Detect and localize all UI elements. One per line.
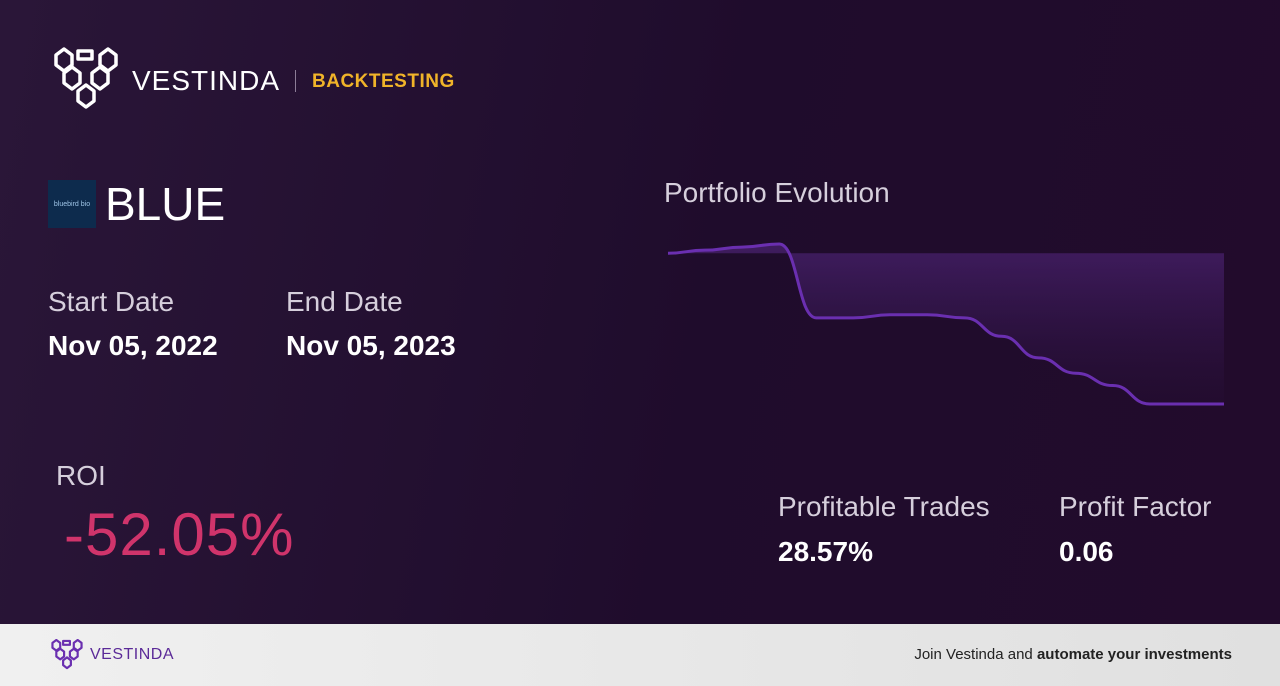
chart-area-fill: [668, 244, 1224, 404]
brand-header: VESTINDA BACKTESTING: [48, 47, 454, 113]
roi-value: -52.05%: [64, 501, 295, 568]
asset-symbol: BLUE: [105, 178, 226, 230]
vestinda-logo-icon: [54, 47, 118, 109]
portfolio-chart: [667, 242, 1224, 406]
chart-title: Portfolio Evolution: [664, 177, 890, 208]
backtest-card: VESTINDA BACKTESTING bluebird bio BLUE S…: [0, 0, 1280, 624]
footer-cta-bold: automate your investments: [1036, 646, 1232, 663]
footer-brand-name: VESTINDA: [90, 646, 175, 663]
footer-cta-prefix: Join Vestinda and: [914, 646, 1037, 663]
end-date-value: Nov 05, 2023: [286, 330, 456, 361]
asset-logo: bluebird bio: [48, 180, 96, 228]
section-label: BACKTESTING: [312, 71, 455, 92]
profitable-trades-label: Profitable Trades: [778, 491, 990, 522]
start-date-label: Start Date: [48, 286, 175, 317]
start-date-value: Nov 05, 2022: [48, 330, 218, 361]
roi-label: ROI: [56, 460, 106, 491]
profit-factor-value: 0.06: [1059, 536, 1114, 567]
footer-cta[interactable]: Join Vestinda and automate your investme…: [914, 646, 1232, 663]
asset-logo-text: bluebird bio: [53, 200, 91, 208]
end-date-label: End Date: [286, 286, 403, 317]
brand-divider: [295, 70, 296, 92]
vestinda-footer-logo-icon: [51, 639, 83, 670]
footer-bar: VESTINDA Join Vestinda and automate your…: [0, 624, 1280, 686]
brand-name: VESTINDA: [132, 65, 281, 96]
profit-factor-label: Profit Factor: [1059, 491, 1212, 522]
profitable-trades-value: 28.57%: [778, 536, 873, 567]
asset-header: bluebird bio BLUE: [48, 180, 225, 228]
chart-line: [667, 242, 1224, 406]
